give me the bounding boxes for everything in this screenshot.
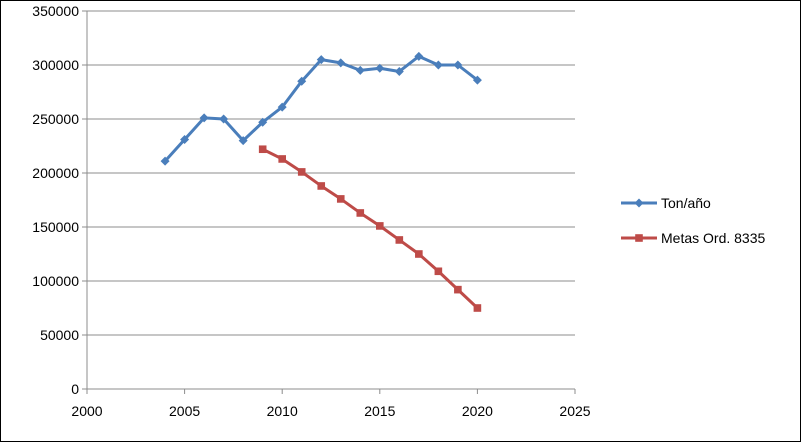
data-point: [278, 155, 286, 163]
series-2: [258, 145, 482, 312]
x-tick-label: 2010: [267, 403, 298, 419]
y-tick-labels: 0 50000 100000 150000 200000 250000 300000 3500…: [32, 3, 79, 397]
data-point: [356, 209, 365, 217]
data-point: [317, 182, 326, 190]
data-point: [336, 195, 345, 203]
data-point: [355, 65, 365, 75]
data-point: [160, 156, 170, 166]
data-point: [258, 117, 268, 127]
y-tick-label: 300000: [32, 57, 79, 73]
data-point: [454, 285, 462, 294]
data-point: [434, 267, 443, 276]
legend-label: Metas Ord. 8335: [661, 230, 765, 246]
series-line: [163, 54, 479, 163]
data-point: [199, 113, 209, 123]
legend: Ton/año Metas Ord. 8335: [621, 195, 765, 246]
x-tick-label: 2025: [559, 403, 590, 419]
data-point: [336, 58, 346, 68]
legend-label: Ton/año: [661, 195, 711, 211]
x-tick-label: 2020: [462, 403, 493, 419]
y-tick-label: 0: [71, 381, 79, 397]
data-point: [376, 222, 384, 230]
y-tick-label: 350000: [32, 3, 79, 19]
data-point: [415, 250, 423, 258]
data-point: [297, 168, 306, 176]
x-tick-label: 2015: [364, 403, 395, 419]
data-point: [297, 76, 307, 86]
data-point: [453, 60, 463, 70]
legend-entry-2: Metas Ord. 8335: [621, 230, 765, 246]
x-tick-label: 2000: [71, 403, 102, 419]
data-point: [375, 63, 385, 73]
data-point: [433, 60, 443, 70]
gridlines: [87, 10, 575, 336]
y-tick-label: 100000: [32, 273, 79, 289]
legend-swatch-marker: [635, 234, 643, 242]
series-1: [160, 51, 482, 166]
data-point: [238, 136, 248, 146]
data-point: [473, 304, 482, 312]
data-point: [414, 51, 424, 61]
y-tick-label: 250000: [32, 111, 79, 127]
y-tick-label: 50000: [40, 327, 79, 343]
data-point: [219, 114, 229, 124]
data-point: [395, 236, 404, 244]
data-point: [258, 145, 267, 154]
series: [160, 51, 482, 312]
legend-entry-1: Ton/año: [621, 195, 711, 211]
data-point: [180, 135, 190, 145]
data-point: [277, 102, 287, 112]
axes: [82, 10, 576, 394]
data-point: [316, 55, 326, 65]
data-point: [394, 66, 404, 76]
y-tick-label: 200000: [32, 165, 79, 181]
legend-swatch-marker: [634, 198, 644, 208]
x-tick-label: 2005: [169, 403, 200, 419]
y-tick-label: 150000: [32, 219, 79, 235]
data-point: [472, 75, 482, 85]
x-tick-labels: 2000 2005 2010 2015 2020 2025: [71, 403, 590, 419]
